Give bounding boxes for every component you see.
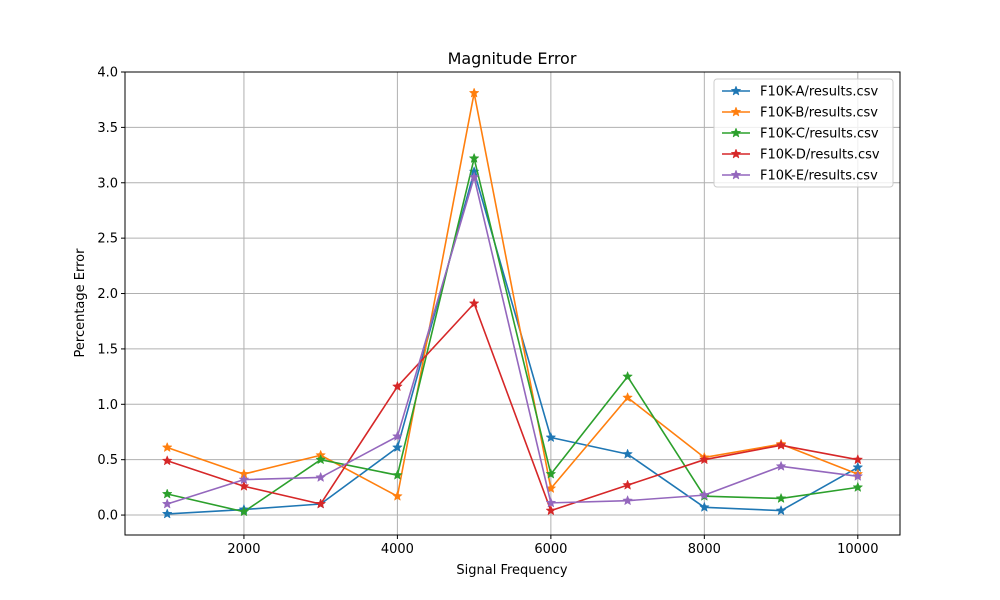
data-point xyxy=(775,504,787,516)
legend-label: F10K-A/results.csv xyxy=(760,85,878,100)
data-point xyxy=(775,439,787,450)
data-point xyxy=(545,504,557,516)
legend: F10K-A/results.csv F10K-B/results.csv F10K… xyxy=(713,78,894,188)
legend-star-marker xyxy=(730,148,742,159)
y-tick-label: 2.5 xyxy=(97,232,118,247)
data-point xyxy=(315,498,327,509)
data-point xyxy=(392,441,403,453)
legend-item: F10K-E/results.csv xyxy=(722,169,878,184)
data-point xyxy=(161,508,173,519)
data-point xyxy=(622,494,633,506)
x-axis-label: Signal Frequency xyxy=(456,563,568,578)
data-point xyxy=(775,460,787,471)
y-tick-label: 0.0 xyxy=(97,509,118,524)
data-point xyxy=(852,454,864,465)
data-point xyxy=(545,431,557,443)
data-point xyxy=(622,391,633,403)
y-tick-label: 3.0 xyxy=(97,176,118,191)
data-point xyxy=(238,506,250,517)
legend-item: F10K-B/results.csv xyxy=(722,106,878,121)
legend-item: F10K-C/results.csv xyxy=(722,127,879,142)
data-point xyxy=(545,497,557,508)
legend-label: F10K-E/results.csv xyxy=(760,169,878,184)
data-point xyxy=(775,492,787,504)
legend-label: F10K-B/results.csv xyxy=(760,106,878,121)
data-point xyxy=(161,498,173,509)
legend-star-marker xyxy=(730,169,742,180)
data-point xyxy=(315,471,327,482)
series-4 xyxy=(161,297,864,516)
data-point xyxy=(622,479,633,490)
series-2 xyxy=(161,87,864,501)
data-point xyxy=(315,454,327,465)
y-tick-label: 1.5 xyxy=(97,342,118,357)
y-tick-label: 1.0 xyxy=(97,398,118,413)
x-tick-label: 8000 xyxy=(688,542,721,557)
data-point xyxy=(392,490,403,501)
series-5 xyxy=(161,171,864,509)
data-point xyxy=(238,473,250,485)
legend-label: F10K-D/results.csv xyxy=(760,148,880,163)
legend-box xyxy=(713,78,894,188)
legend-item: F10K-D/results.csv xyxy=(722,148,880,163)
y-axis-ticks: 0.0 0.5 1.0 1.5 2.0 2.5 3.0 3.5 4.0 xyxy=(97,66,125,524)
data-point xyxy=(161,441,173,453)
series-line xyxy=(166,92,859,498)
series-layer xyxy=(161,87,864,519)
legend-label: F10K-C/results.csv xyxy=(760,127,879,142)
data-point xyxy=(622,370,633,382)
data-point xyxy=(392,430,403,442)
y-axis-label: Percentage Error xyxy=(73,248,88,358)
data-point xyxy=(468,152,480,163)
data-point xyxy=(392,380,403,392)
plot-frame xyxy=(124,71,901,536)
data-point xyxy=(468,87,480,98)
chart-title: Magnitude Error xyxy=(448,49,577,68)
series-line xyxy=(166,176,858,505)
data-point xyxy=(545,468,557,479)
data-point xyxy=(468,171,480,182)
data-point xyxy=(852,470,864,481)
data-point xyxy=(468,297,480,309)
data-point xyxy=(238,480,250,491)
x-tick-label: 4000 xyxy=(381,542,414,557)
legend-star-marker xyxy=(730,106,742,117)
series-line xyxy=(167,157,858,513)
data-point xyxy=(698,501,710,512)
data-point xyxy=(852,481,864,492)
series-line xyxy=(167,170,859,515)
y-tick-label: 3.5 xyxy=(97,121,118,136)
x-tick-label: 6000 xyxy=(534,542,567,557)
series-line xyxy=(166,302,858,512)
data-point xyxy=(698,489,710,500)
x-tick-label: 2000 xyxy=(227,542,260,557)
data-point xyxy=(161,455,173,466)
y-tick-label: 0.5 xyxy=(97,453,118,468)
y-tick-label: 2.0 xyxy=(97,287,118,302)
legend-star-marker xyxy=(730,85,742,96)
data-point xyxy=(161,488,173,499)
legend-star-marker xyxy=(730,127,742,138)
legend-item: F10K-A/results.csv xyxy=(722,85,878,100)
y-tick-label: 4.0 xyxy=(97,66,118,81)
data-point xyxy=(392,469,403,480)
x-tick-label: 10000 xyxy=(837,542,878,557)
x-axis-ticks: 2000 4000 6000 8000 10000 xyxy=(227,535,878,557)
data-point xyxy=(622,448,633,459)
data-point xyxy=(698,454,710,465)
